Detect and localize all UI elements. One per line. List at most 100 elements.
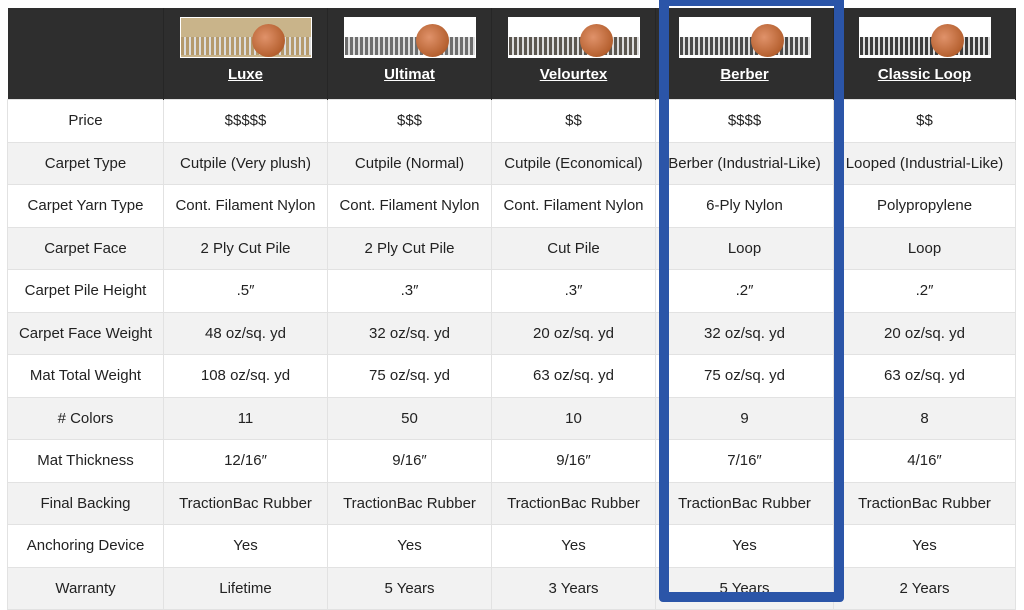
table-cell: Cutpile (Economical) [491,141,656,185]
table-cell: .2″ [833,269,1016,313]
table-cell: Looped (Industrial-Like) [833,141,1016,185]
table-cell: TractionBac Rubber [327,481,492,525]
product-link[interactable]: Ultimat [384,66,435,83]
penny-icon [750,24,784,57]
table-cell: 4/16″ [833,439,1016,483]
table-cell: .3″ [491,269,656,313]
table-cell: 32 oz/sq. yd [655,311,834,355]
product-link[interactable]: Luxe [227,66,263,83]
carpet-sample-image [858,17,991,58]
table-row: Warranty Lifetime 5 Years 3 Years 5 Years 2 Y… [7,566,1016,610]
row-label: Final Backing [7,481,164,525]
carpet-sample-image [179,17,312,58]
table-cell: Yes [833,524,1016,568]
table-cell: 6-Ply Nylon [655,184,834,228]
table-cell: 20 oz/sq. yd [833,311,1016,355]
table-cell: 2 Ply Cut Pile [327,226,492,270]
carpet-sample-image [678,17,811,58]
table-row: Final Backing TractionBac Rubber TractionB… [7,481,1016,525]
table-cell: .5″ [163,269,328,313]
table-cell: 12/16″ [163,439,328,483]
carpet-sample-image [343,17,476,58]
table-row: Carpet Pile Height .5″ .3″ .3″ .2″ .2″ [7,269,1016,313]
table-cell: 63 oz/sq. yd [833,354,1016,398]
table-cell: $$$$$ [163,99,328,143]
table-cell: 7/16″ [655,439,834,483]
table-cell: Cont. Filament Nylon [327,184,492,228]
table-cell: Yes [655,524,834,568]
table-cell: TractionBac Rubber [655,481,834,525]
table-cell: Yes [327,524,492,568]
product-header-ultimat: Ultimat [327,8,492,100]
product-link[interactable]: Berber [720,66,769,83]
table-cell: 5 Years [327,566,492,610]
table-row: Mat Thickness 12/16″ 9/16″ 9/16″ 7/16″ 4/16″ [7,439,1016,483]
table-cell: 63 oz/sq. yd [491,354,656,398]
header-corner [7,8,164,100]
table-cell: Cut Pile [491,226,656,270]
table-cell: 75 oz/sq. yd [327,354,492,398]
row-label: Mat Thickness [7,439,164,483]
row-label: Anchoring Device [7,524,164,568]
table-cell: $$ [491,99,656,143]
table-cell: Berber (Industrial-Like) [655,141,834,185]
table-row: Mat Total Weight 108 oz/sq. yd 75 oz/sq. y… [7,354,1016,398]
table-cell: 10 [491,396,656,440]
row-label: Carpet Face [7,226,164,270]
table-cell: Cutpile (Very plush) [163,141,328,185]
table-cell: $$$ [327,99,492,143]
table-cell: 50 [327,396,492,440]
product-link[interactable]: Classic Loop [877,66,972,83]
table-cell: Cutpile (Normal) [327,141,492,185]
table-cell: 5 Years [655,566,834,610]
penny-icon [579,24,613,57]
table-cell: TractionBac Rubber [833,481,1016,525]
table-cell: Lifetime [163,566,328,610]
penny-icon [930,24,964,57]
table-cell: Yes [491,524,656,568]
table-cell: TractionBac Rubber [491,481,656,525]
table-cell: TractionBac Rubber [163,481,328,525]
row-label: Carpet Face Weight [7,311,164,355]
table-cell: 11 [163,396,328,440]
table-row: Carpet Yarn Type Cont. Filament Nylon Cont… [7,184,1016,228]
row-label: Mat Total Weight [7,354,164,398]
table-cell: Loop [655,226,834,270]
table-cell: 9/16″ [327,439,492,483]
table-row: # Colors 11 50 10 9 8 [7,396,1016,440]
product-header-classic-loop: Classic Loop [833,8,1016,100]
table-cell: 20 oz/sq. yd [491,311,656,355]
carpet-sample-image [507,17,640,58]
product-link[interactable]: Velourtex [539,66,608,83]
row-label: # Colors [7,396,164,440]
product-header-velourtex: Velourtex [491,8,656,100]
table-cell: Cont. Filament Nylon [163,184,328,228]
table-cell: Loop [833,226,1016,270]
product-header-berber: Berber [655,8,834,100]
product-header-luxe: Luxe [163,8,328,100]
row-label: Carpet Type [7,141,164,185]
table-cell: Cont. Filament Nylon [491,184,656,228]
carpet-comparison-table: Luxe Ultimat Velourtex Berber Classic Loop P… [7,8,1016,610]
table-cell: $$ [833,99,1016,143]
table-row: Price $$$$$ $$$ $$ $$$$ $$ [7,99,1016,143]
table-row: Carpet Face Weight 48 oz/sq. yd 32 oz/sq. … [7,311,1016,355]
table-row: Carpet Type Cutpile (Very plush) Cutpile (… [7,141,1016,185]
table-cell: 2 Years [833,566,1016,610]
table-cell: 8 [833,396,1016,440]
table-cell: 3 Years [491,566,656,610]
table-cell: 9 [655,396,834,440]
row-label: Carpet Pile Height [7,269,164,313]
table-row: Anchoring Device Yes Yes Yes Yes Yes [7,524,1016,568]
table-cell: Yes [163,524,328,568]
table-cell: 9/16″ [491,439,656,483]
penny-icon [251,24,285,57]
table-cell: $$$$ [655,99,834,143]
table-cell: 75 oz/sq. yd [655,354,834,398]
table-cell: 32 oz/sq. yd [327,311,492,355]
penny-icon [415,24,449,57]
table-cell: .3″ [327,269,492,313]
row-label: Carpet Yarn Type [7,184,164,228]
table-row: Carpet Face 2 Ply Cut Pile 2 Ply Cut Pile C… [7,226,1016,270]
row-label: Warranty [7,566,164,610]
